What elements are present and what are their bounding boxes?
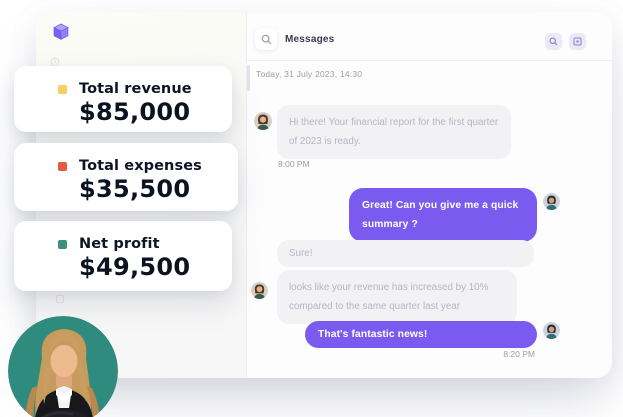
scrollbar-tick[interactable] — [247, 65, 250, 91]
sidebar-glyph-icon — [56, 295, 64, 303]
avatar-user — [543, 322, 560, 339]
revenue-bullet-icon — [58, 84, 67, 94]
advisor-photo-icon — [251, 282, 268, 299]
message-timestamp: 8:00 PM — [278, 159, 310, 169]
expenses-bullet-icon — [58, 161, 67, 171]
stat-label: Total revenue — [79, 81, 192, 97]
stat-value: $49,500 — [79, 253, 191, 281]
header-fullscreen-button[interactable] — [569, 33, 586, 50]
fullscreen-icon — [573, 37, 582, 46]
user-photo-icon — [543, 193, 560, 210]
stat-label: Total expenses — [79, 158, 202, 174]
header-search-button[interactable] — [545, 33, 562, 50]
chat-message-incoming: looks like your revenue has increased by… — [277, 270, 517, 324]
stat-label: Net profit — [79, 236, 160, 252]
chat-message-incoming: Hi there! Your financial report for the … — [277, 105, 511, 159]
chat-panel: Messages Today, 31 July 2023, 14:30 — [246, 12, 612, 378]
chat-message-incoming: Sure! — [277, 240, 534, 267]
search-icon — [549, 37, 558, 46]
chat-date-header: Today, 31 July 2023, 14:30 — [256, 69, 363, 79]
user-photo-icon — [543, 322, 560, 339]
message-timestamp: 8:20 PM — [503, 349, 535, 359]
chat-message-outgoing: That's fantastic news! — [305, 321, 537, 348]
stat-card-total-expenses: Total expenses $35,500 — [14, 143, 238, 211]
stat-card-net-profit: Net profit $49,500 — [14, 221, 232, 291]
search-icon — [261, 34, 271, 44]
chat-title: Messages — [285, 34, 335, 45]
app-logo-cube-icon — [53, 23, 69, 40]
stat-value: $85,000 — [79, 98, 191, 126]
chat-header: Messages — [247, 12, 612, 61]
chat-message-outgoing: Great! Can you give me a quick summary ? — [349, 188, 537, 242]
profit-bullet-icon — [58, 239, 67, 249]
avatar-advisor — [254, 112, 272, 130]
app-window: Messages Today, 31 July 2023, 14:30 — [36, 12, 612, 378]
search-chip-button[interactable] — [255, 28, 277, 50]
advisor-photo-icon — [254, 112, 272, 130]
advisor-portrait-photo — [8, 316, 118, 417]
stat-value: $35,500 — [79, 175, 191, 203]
stat-card-total-revenue: Total revenue $85,000 — [14, 66, 232, 132]
avatar-user — [543, 193, 560, 210]
avatar-advisor — [251, 282, 268, 299]
